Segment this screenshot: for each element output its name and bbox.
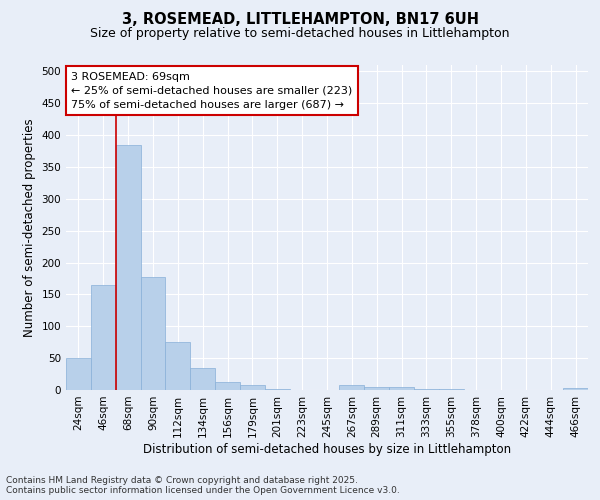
Bar <box>215 382 240 390</box>
Bar <box>364 387 389 390</box>
X-axis label: Distribution of semi-detached houses by size in Littlehampton: Distribution of semi-detached houses by … <box>143 442 511 456</box>
Text: Size of property relative to semi-detached houses in Littlehampton: Size of property relative to semi-detach… <box>90 28 510 40</box>
Bar <box>563 388 588 390</box>
Bar <box>414 388 439 390</box>
Bar <box>240 385 265 390</box>
Bar <box>389 388 414 390</box>
Bar <box>439 388 464 390</box>
Bar <box>66 358 91 390</box>
Bar <box>140 276 166 390</box>
Text: 3 ROSEMEAD: 69sqm
← 25% of semi-detached houses are smaller (223)
75% of semi-de: 3 ROSEMEAD: 69sqm ← 25% of semi-detached… <box>71 72 352 110</box>
Bar <box>166 342 190 390</box>
Bar <box>116 144 140 390</box>
Bar <box>190 368 215 390</box>
Bar <box>340 385 364 390</box>
Text: 3, ROSEMEAD, LITTLEHAMPTON, BN17 6UH: 3, ROSEMEAD, LITTLEHAMPTON, BN17 6UH <box>121 12 479 28</box>
Bar <box>91 285 116 390</box>
Text: Contains HM Land Registry data © Crown copyright and database right 2025.
Contai: Contains HM Land Registry data © Crown c… <box>6 476 400 495</box>
Y-axis label: Number of semi-detached properties: Number of semi-detached properties <box>23 118 36 337</box>
